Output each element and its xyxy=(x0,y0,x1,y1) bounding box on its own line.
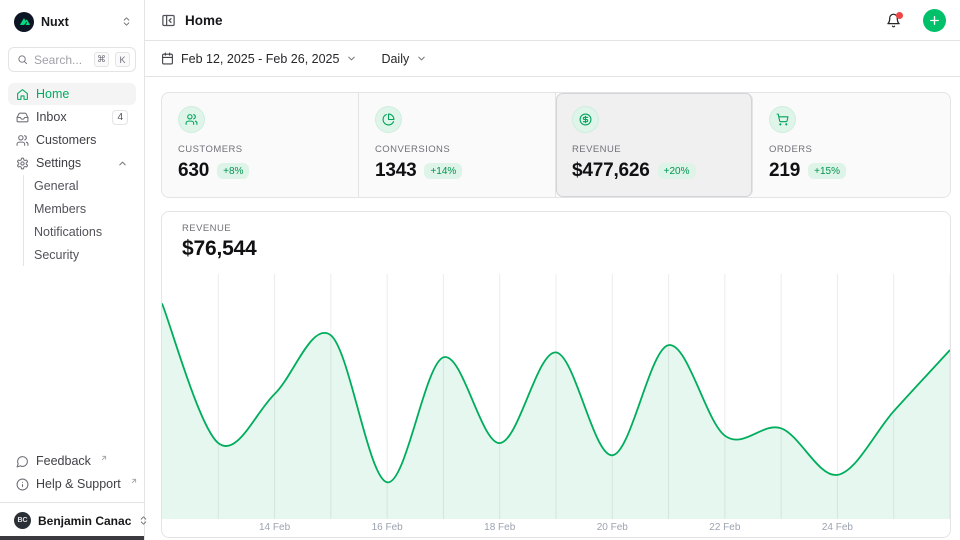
chevrons-up-down-icon xyxy=(121,16,132,27)
workspace-selector[interactable]: Nuxt xyxy=(0,0,144,34)
revenue-chart-card: REVENUE $76,544 14 Feb 16 Feb 18 Feb 20 Feb… xyxy=(161,211,951,538)
stat-delta-badge: +14% xyxy=(424,163,462,179)
stat-label: CUSTOMERS xyxy=(178,144,342,155)
message-circle-icon xyxy=(16,455,29,468)
sidebar-item-label: Help & Support xyxy=(36,477,121,491)
x-axis-tick: 16 Feb xyxy=(372,522,403,533)
home-icon xyxy=(16,88,29,101)
stat-label: ORDERS xyxy=(769,144,934,155)
dashboard-content: CUSTOMERS 630 +8% CONVERSIONS 1343 +14% xyxy=(145,77,960,538)
sidebar-item-home[interactable]: Home xyxy=(8,83,136,105)
notification-dot xyxy=(896,12,903,19)
search-input[interactable]: Search... ⌘ K xyxy=(8,47,136,72)
users-icon xyxy=(178,106,205,133)
sidebar: Nuxt Search... ⌘ K Home Inbox 4 xyxy=(0,0,145,540)
user-section: BC Benjamin Canac xyxy=(0,502,144,540)
search-placeholder: Search... xyxy=(34,53,88,67)
date-range-value: Feb 12, 2025 - Feb 26, 2025 xyxy=(181,52,339,66)
x-axis-tick: 20 Feb xyxy=(597,522,628,533)
window-bottom-edge xyxy=(0,536,144,540)
stat-card-revenue[interactable]: REVENUE $477,626 +20% xyxy=(556,93,753,197)
chevron-down-icon xyxy=(416,53,427,64)
add-button[interactable] xyxy=(923,9,946,32)
sidebar-item-settings[interactable]: Settings xyxy=(8,152,136,174)
notifications-button[interactable] xyxy=(886,13,901,28)
external-link-icon xyxy=(130,477,138,485)
inbox-icon xyxy=(16,111,29,124)
circle-dollar-icon xyxy=(572,106,599,133)
sidebar-item-general[interactable]: General xyxy=(28,175,136,197)
chart-header: REVENUE $76,544 xyxy=(162,212,950,261)
sidebar-item-label: Settings xyxy=(36,156,110,170)
sidebar-item-feedback[interactable]: Feedback xyxy=(8,450,136,472)
user-menu[interactable]: BC Benjamin Canac xyxy=(8,509,136,532)
sidebar-nav: Home Inbox 4 Customers Settings Genera xyxy=(0,83,144,267)
x-axis: 14 Feb 16 Feb 18 Feb 20 Feb 22 Feb 24 Feb xyxy=(162,519,950,538)
x-axis-tick: 22 Feb xyxy=(709,522,740,533)
kbd-key: K xyxy=(115,52,130,67)
sidebar-footer-nav: Feedback Help & Support xyxy=(0,450,144,502)
stat-delta-badge: +15% xyxy=(808,163,846,179)
sidebar-item-label: Customers xyxy=(36,133,128,147)
sidebar-item-notifications[interactable]: Notifications xyxy=(28,221,136,243)
stat-delta-badge: +8% xyxy=(217,163,249,179)
chart-label: REVENUE xyxy=(182,223,930,234)
sidebar-item-label: Inbox xyxy=(36,110,105,124)
users-icon xyxy=(16,134,29,147)
chart-value: $76,544 xyxy=(182,237,930,261)
stats-panel: CUSTOMERS 630 +8% CONVERSIONS 1343 +14% xyxy=(161,92,951,198)
calendar-icon xyxy=(161,52,174,65)
search-icon xyxy=(17,54,28,65)
period-select[interactable]: Daily xyxy=(381,52,427,66)
avatar: BC xyxy=(14,512,31,529)
sidebar-item-label: Home xyxy=(36,87,128,101)
filters-toolbar: Feb 12, 2025 - Feb 26, 2025 Daily xyxy=(145,41,960,77)
nuxt-logo-icon xyxy=(14,12,34,32)
pie-chart-icon xyxy=(375,106,402,133)
stat-card-customers[interactable]: CUSTOMERS 630 +8% xyxy=(162,93,359,197)
kbd-meta: ⌘ xyxy=(94,52,109,67)
period-value: Daily xyxy=(381,52,409,66)
x-axis-tick: 14 Feb xyxy=(259,522,290,533)
stat-value: 219 xyxy=(769,160,800,182)
chart-canvas xyxy=(162,274,950,519)
date-range-picker[interactable]: Feb 12, 2025 - Feb 26, 2025 xyxy=(161,52,357,66)
stat-card-orders[interactable]: ORDERS 219 +15% xyxy=(753,93,950,197)
x-axis-tick: 24 Feb xyxy=(822,522,853,533)
chevron-down-icon xyxy=(346,53,357,64)
external-link-icon xyxy=(100,454,108,462)
cart-icon xyxy=(769,106,796,133)
stat-value: $477,626 xyxy=(572,160,650,182)
sidebar-item-inbox[interactable]: Inbox 4 xyxy=(8,106,136,128)
inbox-count-badge: 4 xyxy=(112,110,128,125)
chevrons-up-down-icon xyxy=(138,515,149,526)
chevron-up-icon xyxy=(117,158,128,169)
sidebar-item-label: Feedback xyxy=(36,454,91,468)
sidebar-item-customers[interactable]: Customers xyxy=(8,129,136,151)
page-header: Home xyxy=(145,0,960,41)
plus-icon xyxy=(928,14,941,27)
user-name: Benjamin Canac xyxy=(38,514,131,528)
stat-value: 1343 xyxy=(375,160,416,182)
x-axis-tick: 18 Feb xyxy=(484,522,515,533)
main-area: Home Feb 12, 2025 - Feb 26, 2025 Daily xyxy=(145,0,960,540)
info-circle-icon xyxy=(16,478,29,491)
collapse-sidebar-button[interactable] xyxy=(161,13,176,28)
stat-delta-badge: +20% xyxy=(658,163,696,179)
revenue-area-chart[interactable] xyxy=(162,274,950,519)
workspace-name: Nuxt xyxy=(41,15,114,29)
stat-card-conversions[interactable]: CONVERSIONS 1343 +14% xyxy=(359,93,556,197)
settings-subnav: General Members Notifications Security xyxy=(23,175,136,266)
sidebar-item-help-support[interactable]: Help & Support xyxy=(8,473,136,495)
stat-value: 630 xyxy=(178,160,209,182)
stat-label: CONVERSIONS xyxy=(375,144,539,155)
gear-icon xyxy=(16,157,29,170)
page-title: Home xyxy=(185,13,877,28)
sidebar-spacer xyxy=(0,267,144,450)
stat-label: REVENUE xyxy=(572,144,736,155)
sidebar-item-members[interactable]: Members xyxy=(28,198,136,220)
sidebar-item-security[interactable]: Security xyxy=(28,244,136,266)
